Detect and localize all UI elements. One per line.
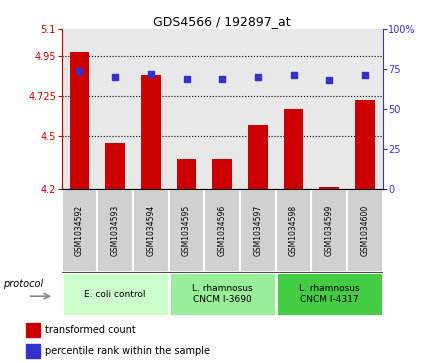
Bar <box>141 75 161 189</box>
Point <box>76 68 83 73</box>
Text: E. coli control: E. coli control <box>84 290 146 298</box>
Bar <box>26 323 40 337</box>
Bar <box>97 189 133 272</box>
Point <box>361 73 368 78</box>
Bar <box>204 189 240 272</box>
Text: GSM1034593: GSM1034593 <box>110 205 120 256</box>
Text: GSM1034598: GSM1034598 <box>289 205 298 256</box>
Text: L. rhamnosus
CNCM I-3690: L. rhamnosus CNCM I-3690 <box>192 284 253 304</box>
Text: GSM1034594: GSM1034594 <box>147 205 155 256</box>
Bar <box>62 189 97 272</box>
Bar <box>276 189 312 272</box>
Point <box>219 76 226 81</box>
Bar <box>105 143 125 189</box>
Bar <box>213 159 232 189</box>
Text: percentile rank within the sample: percentile rank within the sample <box>45 346 210 356</box>
Title: GDS4566 / 192897_at: GDS4566 / 192897_at <box>154 15 291 28</box>
Bar <box>347 189 383 272</box>
Point <box>183 76 190 81</box>
Text: GSM1034596: GSM1034596 <box>218 205 227 256</box>
Bar <box>240 189 276 272</box>
Bar <box>319 187 339 189</box>
Text: GSM1034595: GSM1034595 <box>182 205 191 256</box>
Point <box>147 71 154 77</box>
Point <box>290 73 297 78</box>
Bar <box>276 272 383 316</box>
Bar <box>177 159 196 189</box>
Text: GSM1034599: GSM1034599 <box>325 205 334 256</box>
Text: GSM1034600: GSM1034600 <box>360 205 370 256</box>
Text: L. rhamnosus
CNCM I-4317: L. rhamnosus CNCM I-4317 <box>299 284 359 304</box>
Bar <box>70 52 89 189</box>
Bar <box>133 189 169 272</box>
Text: GSM1034597: GSM1034597 <box>253 205 262 256</box>
Text: transformed count: transformed count <box>45 325 136 335</box>
Point <box>112 74 119 80</box>
Text: GSM1034592: GSM1034592 <box>75 205 84 256</box>
Point <box>326 77 333 83</box>
Bar <box>169 272 276 316</box>
Bar <box>26 344 40 358</box>
Bar <box>284 109 304 189</box>
Bar <box>248 125 268 189</box>
Bar <box>312 189 347 272</box>
Text: protocol: protocol <box>3 280 43 289</box>
Point <box>254 74 261 80</box>
Bar <box>169 189 204 272</box>
Bar <box>62 272 169 316</box>
Bar <box>355 100 375 189</box>
